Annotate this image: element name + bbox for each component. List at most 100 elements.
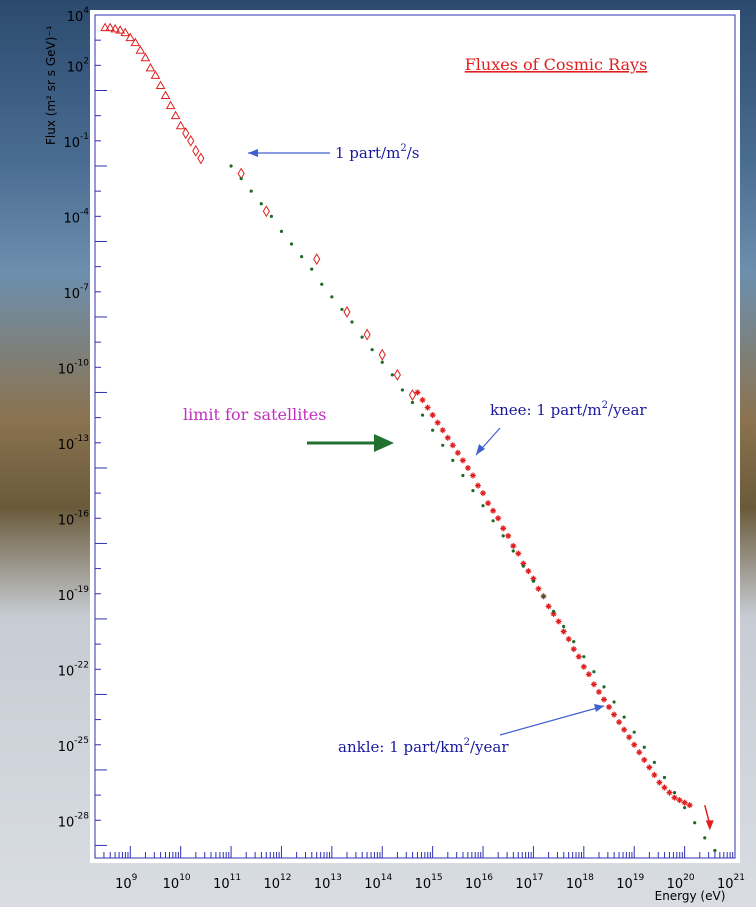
x-tick-label: 1013: [314, 873, 342, 892]
star-point: [555, 618, 562, 625]
x-tick-label-exp: 11: [230, 873, 241, 883]
y-tick-label-exp: -10: [74, 358, 89, 368]
satellite-limit-point: [300, 254, 304, 259]
satellite-limit-point: [289, 242, 294, 246]
star-point: [520, 560, 527, 567]
x-tick-label-base: 10: [717, 877, 734, 892]
x-tick-label-exp: 12: [280, 873, 291, 883]
triangle-point: [125, 32, 136, 42]
knee-sup: 2: [602, 400, 608, 411]
y-tick-label-exp: 4: [83, 6, 89, 16]
satellite-limit-point: [662, 775, 667, 780]
diamond-point: [262, 205, 270, 218]
star-point: [580, 663, 587, 670]
satellite-limit-point: [693, 821, 697, 825]
triangle-point: [160, 90, 171, 100]
star-point: [575, 653, 582, 660]
star-point: [434, 419, 441, 426]
star-point: [424, 404, 431, 411]
star-point: [550, 610, 557, 617]
y-tick-label: 10-22: [58, 660, 89, 679]
x-tick-label-base: 10: [263, 877, 280, 892]
satellite-limit-point: [602, 685, 606, 689]
star-point: [485, 500, 492, 507]
star-point: [585, 671, 592, 678]
y-tick-label-base: 10: [58, 513, 75, 528]
y-tick-label: 102: [67, 56, 89, 75]
y-tick-label-exp: -28: [74, 811, 89, 821]
satellite-limit-point: [249, 189, 253, 193]
x-tick-label-exp: 9: [132, 873, 138, 883]
y-tick-label: 10-7: [63, 283, 89, 302]
diamond-point: [192, 144, 200, 157]
y-tick-label-exp: 2: [83, 56, 89, 66]
knee-text: knee: 1 part/m: [490, 401, 602, 419]
x-tick-label-base: 10: [115, 877, 132, 892]
x-tick-label: 109: [115, 873, 138, 892]
x-tick-label-exp: 13: [330, 873, 341, 883]
star-point: [444, 434, 451, 441]
y-tick-label: 104: [67, 6, 90, 25]
diamond-point: [378, 348, 386, 361]
y-tick-label: 10-25: [58, 736, 89, 755]
y-tick-label-base: 10: [58, 438, 75, 453]
satellite-limit-point: [713, 848, 717, 853]
star-point: [449, 442, 456, 449]
x-tick-label-exp: 10: [179, 873, 191, 883]
x-tick-labels: 109 1010 1011 1012 1013 1014 1015 1016 1017 1018 1…: [115, 873, 745, 892]
one-part-arrowhead: [248, 149, 258, 157]
x-tick-label: 1020: [667, 873, 695, 892]
y-tick-label: 10-1: [63, 132, 89, 151]
x-tick-label-base: 10: [667, 877, 684, 892]
one-part-text: 1 part/m: [335, 144, 400, 162]
ankle-sup: 2: [464, 737, 470, 748]
x-tick-label-exp: 21: [734, 873, 745, 883]
x-tick-label: 1019: [616, 873, 644, 892]
plot-area: [90, 10, 740, 863]
satellite-limit-point: [400, 388, 405, 392]
star-point: [490, 507, 497, 514]
satellite-limit-point: [562, 624, 566, 629]
y-tick-label-exp: -19: [74, 585, 89, 595]
x-tick-label-base: 10: [364, 877, 381, 892]
star-point: [661, 784, 668, 791]
satellite-limit-point: [441, 443, 445, 447]
satellite-limit-point: [239, 176, 243, 181]
satellite-limit-point: [683, 806, 687, 810]
satellite-limit-point: [259, 202, 263, 206]
satellite-limit-point: [582, 655, 586, 659]
star-point: [464, 464, 471, 471]
x-tick-label: 1010: [163, 873, 191, 892]
satellite-limit-point: [632, 730, 636, 734]
y-tick-label-base: 10: [58, 740, 75, 755]
x-axis-label: Energy (eV): [655, 889, 726, 903]
star-point: [636, 749, 643, 756]
knee-tail: /year: [608, 401, 647, 419]
star-point: [611, 711, 618, 718]
y-tick-label-base: 10: [67, 10, 84, 25]
satellite-limit-point: [279, 229, 284, 234]
y-tick-label-exp: -4: [80, 207, 89, 217]
satellite-limit-point: [350, 320, 354, 324]
satellites-arrowhead: [374, 434, 394, 452]
diamond-point: [187, 134, 195, 147]
y-tick-label-exp: -16: [74, 509, 89, 519]
x-tick-label-exp: 19: [633, 873, 645, 883]
star-point: [510, 542, 517, 549]
x-tick-label: 1016: [465, 873, 493, 892]
star-point: [469, 472, 476, 479]
ankle-arrow: [499, 705, 605, 736]
satellite-limit-point: [491, 519, 495, 523]
satellite-limit-point: [501, 534, 505, 538]
satellite-limit-point: [572, 639, 576, 644]
y-tick-label-exp: -7: [80, 283, 89, 293]
triangle-point: [155, 80, 166, 89]
x-tick-label-exp: 16: [482, 873, 494, 883]
satellite-limit-point: [511, 549, 515, 553]
triangle-point: [115, 25, 126, 34]
y-tick-label-base: 10: [58, 589, 75, 604]
star-point: [525, 568, 532, 575]
satellite-limit-point: [481, 504, 485, 508]
diamond-point: [408, 389, 417, 401]
